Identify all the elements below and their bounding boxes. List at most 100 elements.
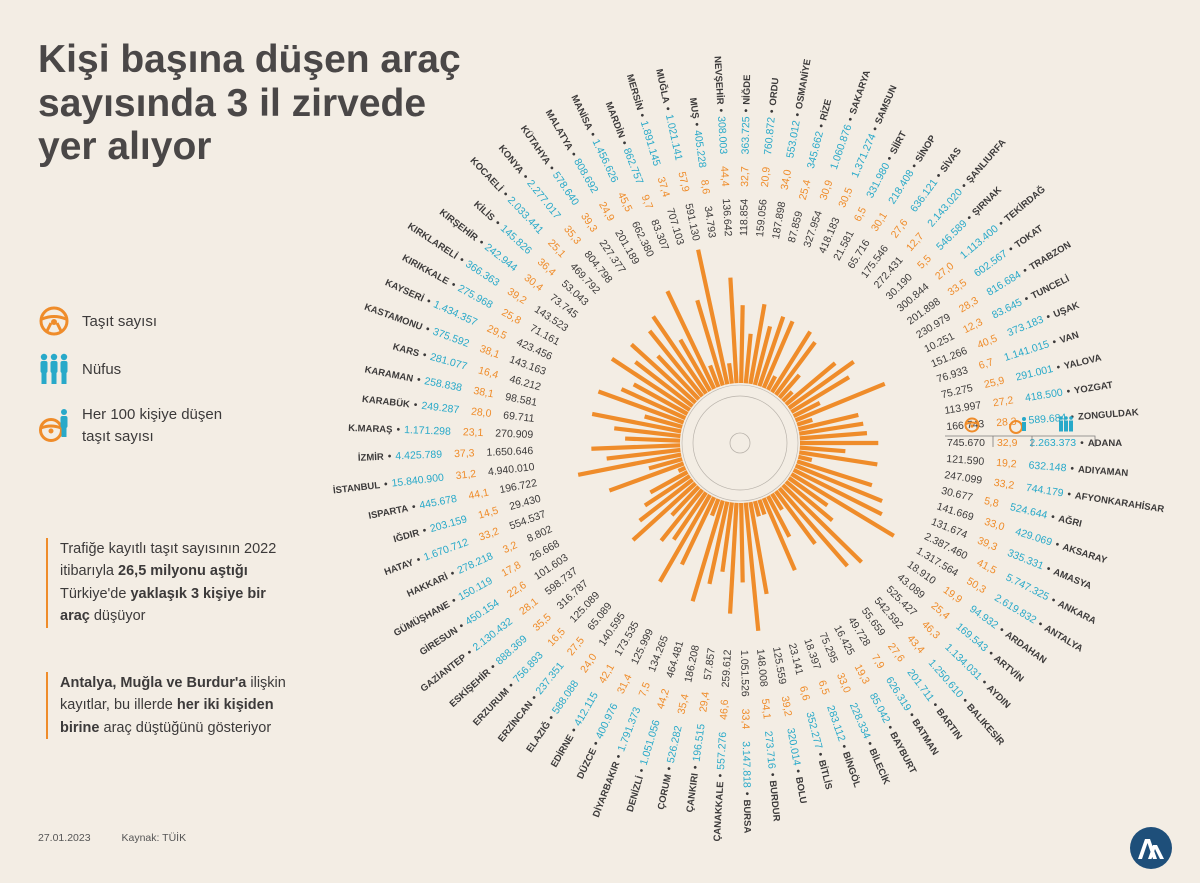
label-name: BALIKESİR — [965, 701, 1007, 747]
label-per100: 8,6 — [698, 179, 712, 195]
people-icon — [40, 353, 68, 384]
label-separator: • — [476, 236, 487, 248]
row-label-42: KARABÜK • 249.287 28,0 69.711 — [361, 393, 535, 425]
label-separator: • — [929, 700, 941, 710]
guide-ring — [692, 395, 788, 491]
bar-43 — [591, 411, 682, 434]
label-per100: 25,8 — [499, 306, 523, 326]
label-population: 1.670.712 — [422, 536, 470, 563]
guide-ring — [681, 384, 799, 502]
label-separator: • — [636, 112, 649, 119]
label-name: KİLİS — [472, 199, 497, 223]
label-per100: 35,5 — [530, 611, 553, 634]
label-name: AĞRI — [1057, 512, 1083, 529]
label-name: ŞANLIURFA — [964, 137, 1008, 185]
label-per100: 6,7 — [977, 356, 995, 372]
bar-47 — [632, 382, 689, 416]
label-separator: • — [740, 108, 752, 112]
label-per100: 33,0 — [983, 516, 1006, 534]
label-population: 283.112 — [824, 704, 847, 743]
label-separator: • — [691, 122, 703, 128]
label-per100: 30,5 — [836, 186, 855, 210]
label-separator: • — [1054, 538, 1061, 551]
label-separator: • — [884, 723, 896, 732]
label-name: SAMSUN — [873, 83, 899, 125]
label-separator: • — [1070, 462, 1075, 474]
label-name: BURSA — [741, 799, 753, 833]
label-per100: 3,2 — [501, 539, 519, 556]
label-population: 366.363 — [463, 258, 501, 289]
label-name: KIRKLARELİ — [406, 221, 460, 262]
bar-50 — [630, 342, 697, 405]
bar-66 — [761, 320, 795, 389]
bar-1 — [799, 445, 846, 454]
legend-vehicles: Taşıt sayısı — [38, 305, 157, 337]
label-name: İSTANBUL — [332, 480, 380, 496]
label-population: 196.515 — [690, 723, 707, 762]
bar-69 — [774, 340, 817, 397]
note2-bold: Antalya, Muğla ve Burdur'a — [60, 675, 247, 691]
label-name: EDİRNE — [549, 733, 576, 770]
label-per100: 27,0 — [933, 260, 956, 282]
label-separator: • — [964, 212, 975, 223]
legend-population: Nüfus — [38, 352, 121, 386]
label-separator: • — [714, 773, 726, 778]
label-separator: • — [500, 189, 511, 200]
label-population: 331.980 — [864, 161, 892, 200]
note1-text2: Türkiye'de — [60, 585, 131, 602]
label-vehicles: 196.722 — [498, 477, 538, 496]
bar-74 — [790, 375, 851, 414]
label-separator: • — [1049, 594, 1058, 607]
bar-24 — [690, 499, 725, 602]
label-name: YOZGAT — [1073, 379, 1113, 396]
label-per100: 6,5 — [816, 679, 832, 697]
label-name: TEKİRDAĞ — [1002, 183, 1048, 224]
row-label-2: 247.099 33,2 744.179 • AFYONKARAHİSAR — [944, 469, 1166, 515]
label-per100: 25,1 — [545, 237, 568, 260]
label-name: VAN — [1058, 329, 1080, 345]
bar-79 — [798, 421, 864, 436]
bar-4 — [796, 459, 873, 488]
label-name: HATAY — [383, 557, 416, 578]
label-separator: • — [1044, 310, 1052, 323]
label-population: 83.645 — [990, 296, 1024, 321]
label-name: ANKARA — [1056, 598, 1098, 626]
note2-text: ilişkin kayıtlar, bu illerde — [60, 675, 286, 714]
bar-8 — [787, 476, 829, 508]
label-separator: • — [1080, 437, 1084, 449]
label-per100: 39,3 — [578, 211, 600, 235]
label-name: YALOVA — [1063, 352, 1103, 371]
car-per-person-icon — [39, 408, 68, 442]
label-per100: 30,4 — [522, 272, 546, 294]
label-separator: • — [545, 712, 557, 722]
label-per100: 38,1 — [472, 385, 495, 401]
label-per100: 31,4 — [615, 672, 635, 696]
label-separator: • — [1045, 563, 1053, 576]
label-separator: • — [864, 739, 877, 747]
bar-31 — [631, 481, 697, 542]
label-per100: 28,3 — [957, 294, 981, 315]
legend-population-label: Nüfus — [82, 360, 122, 378]
label-per100: 57,9 — [676, 171, 692, 194]
page-title: Kişi başına düşen araç sayısında 3 il zi… — [38, 38, 461, 169]
label-name: AFYONKARAHİSAR — [1074, 490, 1165, 515]
legend-vehicles-label: Taşıt sayısı — [82, 312, 158, 330]
bar-80 — [799, 431, 868, 441]
footer-date: 27.01.2023 — [38, 832, 91, 844]
label-vehicles: 69.711 — [503, 409, 536, 425]
row-label-59: MUŞ •405.228 8,6 34.793 — [687, 97, 718, 239]
label-per100: 50,3 — [964, 575, 988, 596]
label-separator: • — [396, 423, 400, 435]
label-population: 1.891.145 — [638, 119, 663, 167]
label-population: 345.662 — [805, 130, 826, 170]
label-population: 589.684 — [1028, 411, 1067, 426]
label-separator: • — [884, 154, 896, 163]
label-name: KIRIKKALE — [400, 252, 451, 287]
label-separator: • — [766, 772, 778, 777]
label-separator: • — [1006, 243, 1016, 255]
label-population: 373.183 — [1006, 313, 1046, 339]
label-per100: 31,2 — [455, 468, 477, 482]
label-vehicles: 187.898 — [770, 200, 788, 240]
label-separator: • — [415, 553, 423, 566]
label-per100: 39,2 — [779, 695, 794, 717]
